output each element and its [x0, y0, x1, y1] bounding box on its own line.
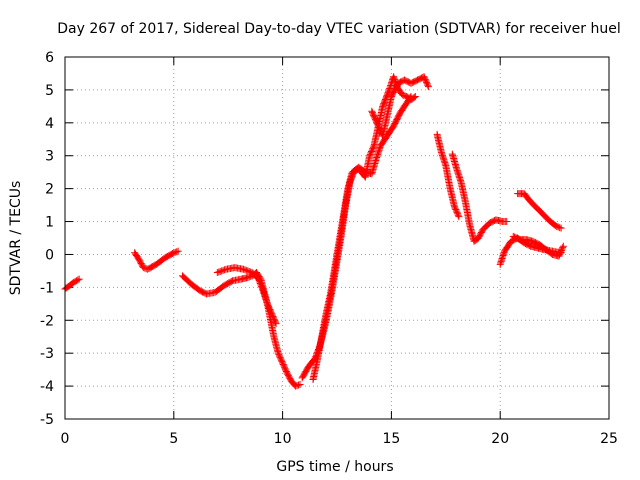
data-point [218, 267, 226, 275]
data-point [390, 74, 398, 82]
chart-title: Day 267 of 2017, Sidereal Day-to-day VTE… [57, 21, 620, 37]
data-points [61, 73, 567, 390]
data-point [239, 265, 247, 273]
data-point [215, 268, 223, 276]
data-point [271, 318, 279, 326]
data-point [292, 382, 300, 390]
data-point [554, 223, 562, 231]
x-tick-label: 20 [491, 431, 509, 447]
data-point [454, 211, 462, 219]
x-axis-title: GPS time / hours [276, 459, 393, 475]
y-tick-label: 5 [45, 83, 54, 99]
data-point [213, 269, 221, 277]
data-point [258, 284, 266, 292]
data-point [398, 91, 406, 99]
data-point [256, 279, 264, 287]
y-tick-label: -4 [40, 379, 54, 395]
y-tick-label: 6 [45, 50, 54, 66]
data-point [295, 381, 303, 389]
data-point [272, 320, 280, 328]
data-point [557, 224, 565, 232]
data-point [75, 275, 83, 283]
data-point [244, 267, 252, 275]
data-point [170, 249, 178, 257]
data-point [255, 275, 263, 283]
data-point [221, 266, 229, 274]
data-point [400, 91, 408, 99]
data-point [556, 224, 564, 232]
y-tick-label: -2 [40, 313, 54, 329]
data-point [241, 266, 249, 274]
y-tick-label: 4 [45, 116, 54, 132]
y-tick-label: 1 [45, 215, 54, 231]
x-tick-label: 0 [61, 431, 70, 447]
plot-frame [64, 56, 610, 420]
y-tick-label: 2 [45, 182, 54, 198]
data-point [139, 264, 147, 272]
data-point [244, 273, 252, 281]
data-point [174, 247, 182, 255]
data-point [369, 143, 377, 151]
data-point [257, 281, 265, 289]
data-point [256, 278, 264, 286]
data-point [553, 222, 561, 230]
y-axis-title: SDTVAR / TECUs [8, 181, 24, 296]
data-point [296, 380, 304, 388]
y-tick-label: 0 [45, 247, 54, 263]
data-point [424, 81, 432, 89]
data-point [242, 266, 250, 274]
data-point [559, 242, 567, 250]
data-point [245, 267, 253, 275]
x-tick-label: 5 [169, 431, 178, 447]
data-point [391, 76, 399, 84]
data-point [559, 244, 567, 252]
data-point [219, 266, 227, 274]
y-tick-label: -1 [40, 280, 54, 296]
data-point [503, 218, 511, 226]
data-point [410, 93, 418, 101]
data-point [255, 277, 263, 285]
data-point [390, 73, 398, 81]
data-point [455, 213, 463, 221]
data-point [216, 267, 224, 275]
data-point [173, 248, 181, 256]
data-point [293, 382, 301, 390]
y-tick-label: -3 [40, 346, 54, 362]
axis-ticks: 0 5 10 15 20 25 -5 -4 -3 -2 -1 0 1 2 3 4 5 6 [40, 50, 618, 447]
y-tick-label: -5 [40, 412, 54, 428]
data-point [257, 282, 265, 290]
x-tick-label: 10 [274, 431, 292, 447]
data-point [411, 92, 419, 100]
data-point [171, 248, 179, 256]
x-tick-label: 25 [600, 431, 618, 447]
data-point [258, 285, 266, 293]
x-tick-label: 15 [382, 431, 400, 447]
data-point [424, 83, 432, 91]
data-point [74, 276, 82, 284]
y-tick-label: 3 [45, 149, 54, 165]
